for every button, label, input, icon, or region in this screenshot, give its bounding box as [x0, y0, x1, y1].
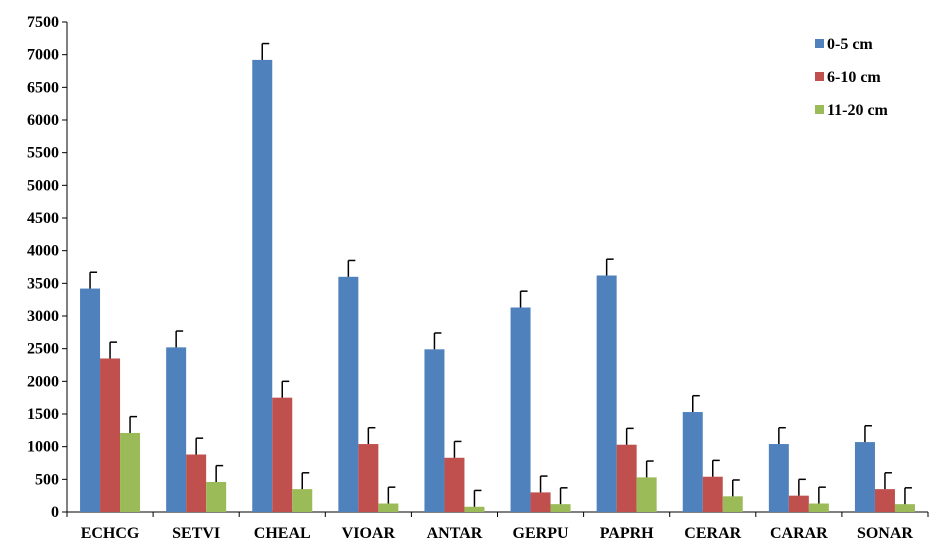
y-tick-label: 1000 — [27, 439, 59, 456]
bar — [292, 489, 313, 512]
bar — [874, 489, 895, 512]
bar — [808, 503, 829, 512]
y-tick-label: 7500 — [27, 14, 59, 31]
bar — [702, 476, 723, 512]
legend-swatch — [815, 39, 824, 48]
bar — [252, 59, 273, 512]
y-tick-label: 2000 — [27, 373, 59, 390]
x-tick-label: ECHCG — [81, 525, 140, 542]
bar — [100, 358, 121, 512]
y-tick-label: 7000 — [27, 47, 59, 64]
x-tick-label: SETVI — [172, 525, 220, 542]
y-tick-label: 4500 — [27, 210, 59, 227]
bar — [272, 397, 293, 512]
y-tick-label: 0 — [51, 504, 59, 521]
bar — [530, 492, 551, 512]
legend-swatch — [815, 105, 824, 114]
bar — [510, 307, 531, 512]
legend: 0-5 cm 6-10 cm 11-20 cm — [815, 36, 889, 119]
x-tick-label: ANTAR — [427, 525, 483, 542]
bar — [378, 503, 399, 512]
bar — [616, 444, 637, 512]
bar — [894, 504, 915, 512]
x-tick-label: SONAR — [857, 525, 913, 542]
y-tick-label: 6000 — [27, 112, 59, 129]
legend-label: 11-20 cm — [827, 102, 889, 119]
bar — [788, 495, 809, 512]
bar — [596, 275, 617, 512]
legend-label: 6-10 cm — [827, 69, 881, 86]
bar — [636, 477, 657, 512]
bar — [358, 444, 379, 512]
bars — [80, 42, 915, 512]
x-tick-label: CHEAL — [254, 525, 311, 542]
bar — [854, 442, 875, 512]
x-tick-label: VIOAR — [342, 525, 396, 542]
y-tick-label: 5000 — [27, 177, 59, 194]
y-tick-label: 3500 — [27, 275, 59, 292]
bar — [768, 444, 789, 512]
bar — [80, 288, 101, 512]
x-tick-label: CERAR — [684, 525, 741, 542]
bar — [120, 432, 141, 512]
bar — [682, 412, 703, 512]
y-tick-label: 500 — [35, 471, 59, 488]
bar — [722, 496, 743, 512]
y-tick-label: 1500 — [27, 406, 59, 423]
y-tick-label: 3000 — [27, 308, 59, 325]
axes: 0 500 1000 1500 2000 2500 3000 3500 4000 4500 5000… — [27, 14, 929, 542]
bar — [338, 276, 359, 512]
bar — [166, 347, 187, 512]
legend-swatch — [815, 72, 824, 81]
x-tick-label: GERPU — [513, 525, 569, 542]
y-tick-label: 2500 — [27, 341, 59, 358]
bar — [424, 349, 445, 512]
bar — [206, 481, 227, 512]
x-tick-label: PAPRH — [600, 525, 654, 542]
legend-label: 0-5 cm — [827, 36, 873, 53]
bar — [550, 504, 571, 512]
x-tick-label: CARAR — [770, 525, 828, 542]
y-tick-label: 6500 — [27, 79, 59, 96]
bar — [444, 457, 465, 512]
y-tick-label: 5500 — [27, 145, 59, 162]
y-tick-label: 4000 — [27, 243, 59, 260]
bar — [464, 506, 485, 512]
bar — [186, 454, 207, 512]
